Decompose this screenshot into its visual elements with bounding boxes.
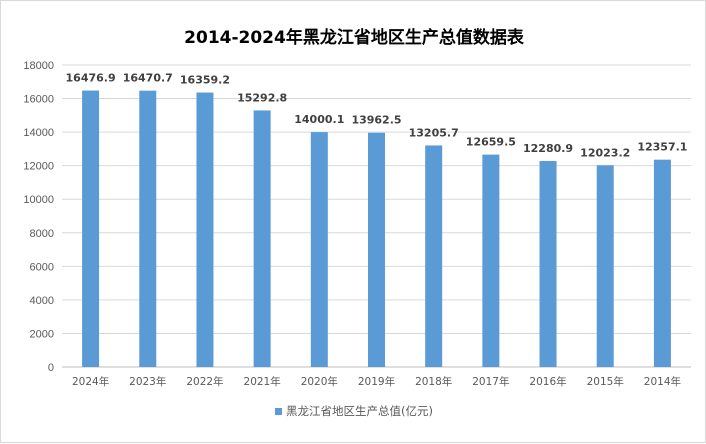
y-tick-label: 8000 xyxy=(30,228,54,240)
y-tick-label: 14000 xyxy=(23,127,54,139)
bar xyxy=(482,154,500,367)
data-label: 12280.9 xyxy=(523,142,573,155)
chart-title: 2014-2024年黑龙江省地区生产总值数据表 xyxy=(184,28,524,48)
x-tick-label: 2021年 xyxy=(244,375,281,388)
bar xyxy=(653,159,671,367)
x-tick-label: 2015年 xyxy=(587,375,624,388)
data-label: 14000.1 xyxy=(294,113,344,126)
data-label: 12023.2 xyxy=(580,146,630,159)
x-tick-label: 2020年 xyxy=(301,375,338,388)
legend-swatch xyxy=(275,408,282,415)
y-tick-label: 16000 xyxy=(23,94,54,106)
y-tick-label: 12000 xyxy=(23,161,54,173)
legend: 黑龙江省地区生产总值(亿元) xyxy=(1,403,706,419)
legend-label: 黑龙江省地区生产总值(亿元) xyxy=(286,404,433,418)
bar xyxy=(253,110,271,367)
data-label: 15292.8 xyxy=(237,91,287,104)
y-tick-label: 18000 xyxy=(23,60,54,72)
y-tick-label: 6000 xyxy=(30,261,54,273)
bar xyxy=(196,92,214,367)
x-tick-label: 2014年 xyxy=(644,375,681,388)
data-label: 13205.7 xyxy=(409,126,459,139)
x-tick-label: 2017年 xyxy=(472,375,509,388)
data-label: 13962.5 xyxy=(351,114,401,127)
data-label: 16470.7 xyxy=(123,72,173,85)
data-label: 12357.1 xyxy=(637,141,687,154)
x-tick-label: 2018年 xyxy=(415,375,452,388)
x-tick-label: 2023年 xyxy=(129,375,166,388)
x-tick-label: 2024年 xyxy=(72,375,109,388)
bar xyxy=(368,132,385,367)
data-label: 16359.2 xyxy=(180,74,230,87)
y-tick-label: 2000 xyxy=(30,328,54,340)
bar xyxy=(425,145,443,367)
y-tick-label: 10000 xyxy=(23,194,54,206)
bar xyxy=(539,160,557,367)
x-tick-label: 2019年 xyxy=(358,375,395,388)
y-tick-label: 0 xyxy=(48,362,54,374)
bar xyxy=(139,90,157,367)
bar xyxy=(82,90,100,367)
data-label: 12659.5 xyxy=(466,136,516,149)
data-label: 16476.9 xyxy=(66,72,116,85)
bar xyxy=(310,132,328,367)
x-tick-label: 2022年 xyxy=(186,375,223,388)
x-tick-label: 2016年 xyxy=(529,375,566,388)
bar xyxy=(596,165,614,367)
y-tick-label: 4000 xyxy=(30,295,54,307)
